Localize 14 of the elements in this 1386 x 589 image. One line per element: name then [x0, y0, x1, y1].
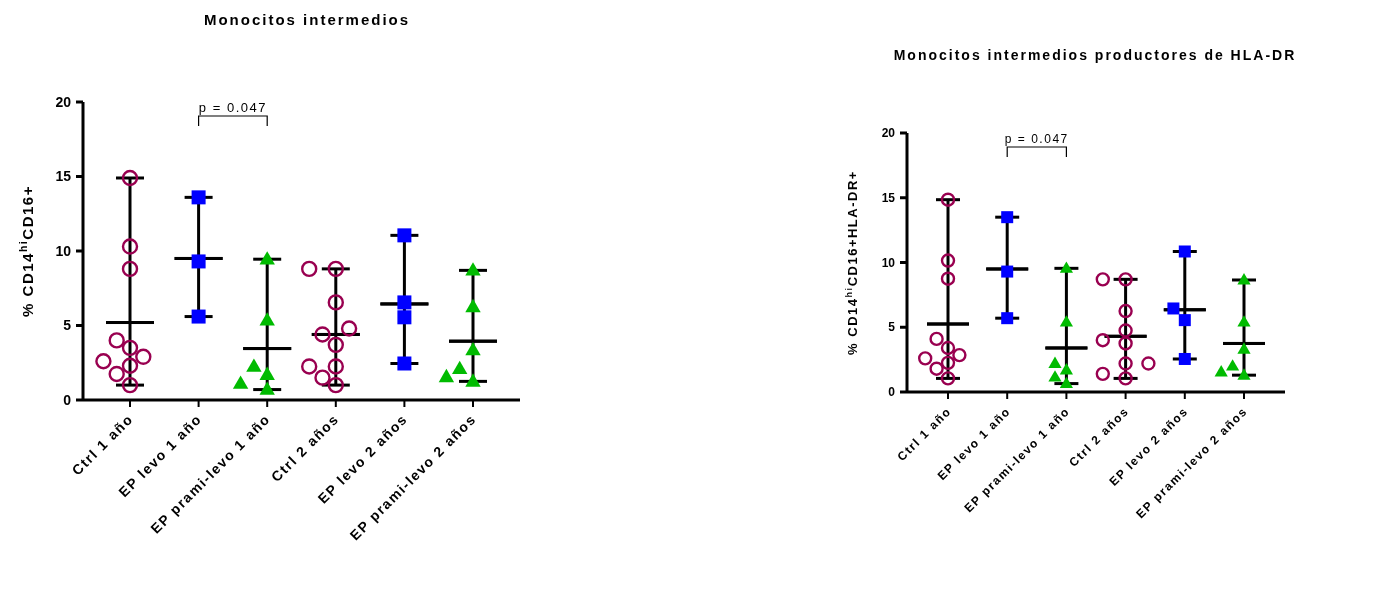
y-tick-label: 20 — [55, 93, 72, 110]
y-tick-label: 5 — [63, 317, 72, 334]
y-tick-label: 15 — [881, 190, 896, 205]
y-tick-label: 0 — [888, 385, 896, 400]
annotation: p = 0.047 — [1004, 132, 1069, 146]
y-tick-label: 10 — [55, 242, 72, 259]
y-tick-label: 5 — [888, 320, 896, 335]
y-tick-label: 20 — [881, 126, 896, 141]
chart-title: Monocitos intermedios — [203, 11, 411, 28]
chart-title: Monocitos intermedios productores de HLA-DR — [893, 47, 1297, 63]
y-tick-label: 15 — [55, 168, 72, 185]
y-tick-label: 10 — [881, 255, 896, 270]
annotation: p = 0.047 — [198, 100, 267, 115]
y-tick-label: 0 — [63, 391, 72, 408]
